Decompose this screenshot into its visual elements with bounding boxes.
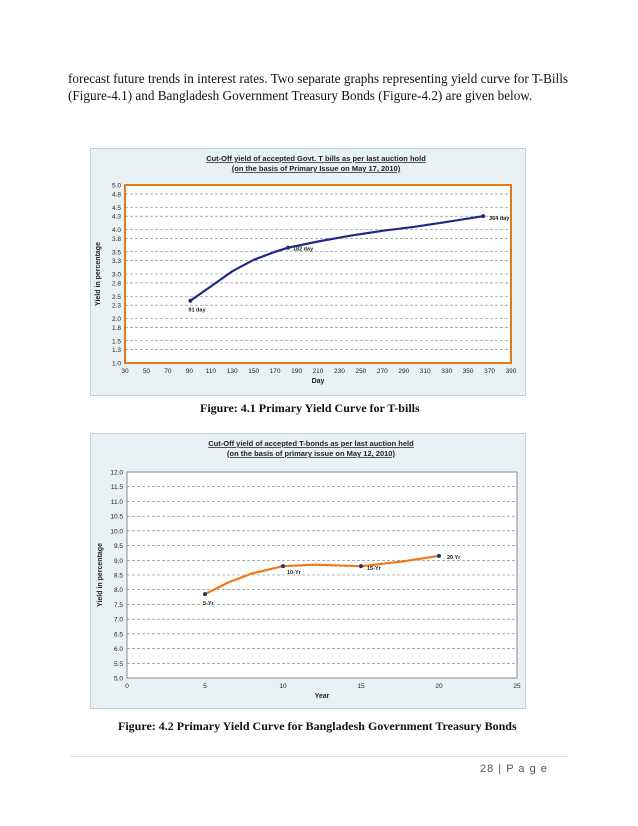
y-tick-label: 1.8 xyxy=(112,325,121,332)
y-tick-label: 3.0 xyxy=(112,272,121,279)
y-tick-label: 4.5 xyxy=(112,205,121,212)
series-line xyxy=(204,554,440,596)
chart-title: Cut-Off yield of accepted Govt. T bills … xyxy=(206,154,426,163)
y-tick-label: 11.0 xyxy=(111,499,124,506)
y-tick-label: 2.5 xyxy=(112,294,121,301)
figure-4-2-caption: Figure: 4.2 Primary Yield Curve for Bang… xyxy=(118,719,517,733)
chart-title: Cut-Off yield of accepted T-bonds as per… xyxy=(208,439,414,448)
intro-paragraph: forecast future trends in interest rates… xyxy=(68,71,568,103)
x-tick-label: 370 xyxy=(484,368,495,375)
series-line xyxy=(189,215,484,302)
chart-subtitle: (on the basis of primary issue on May 12… xyxy=(227,449,395,458)
chart-subtitle: (on the basis of Primary Issue on May 17… xyxy=(232,164,401,173)
y-tick-label: 2.0 xyxy=(112,316,121,323)
x-tick-label: 390 xyxy=(506,368,517,375)
point-label: 10-Yr xyxy=(287,570,302,576)
y-tick-label: 11.5 xyxy=(111,484,124,491)
x-tick-label: 10 xyxy=(279,683,287,690)
tbill-yield-chart-svg: Cut-Off yield of accepted Govt. T bills … xyxy=(95,154,517,385)
y-tick-label: 10.0 xyxy=(110,528,123,535)
y-tick-label: 6.0 xyxy=(114,646,123,653)
x-tick-label: 230 xyxy=(334,368,345,375)
y-tick-label: 1.3 xyxy=(112,347,121,354)
x-tick-label: 110 xyxy=(206,368,217,375)
x-tick-label: 25 xyxy=(513,683,521,690)
x-tick-label: 310 xyxy=(420,368,431,375)
y-tick-label: 4.0 xyxy=(112,227,121,234)
data-point xyxy=(481,214,486,219)
y-tick-label: 5.0 xyxy=(114,676,123,683)
y-tick-label: 3.8 xyxy=(112,236,121,243)
data-point xyxy=(203,592,207,597)
x-tick-label: 5 xyxy=(203,683,207,690)
x-tick-label: 330 xyxy=(441,368,452,375)
y-tick-label: 2.8 xyxy=(112,280,121,287)
data-point xyxy=(188,298,193,303)
x-tick-label: 210 xyxy=(313,368,324,375)
x-tick-label: 350 xyxy=(463,368,474,375)
x-tick-label: 130 xyxy=(227,368,238,375)
x-tick-label: 270 xyxy=(377,368,388,375)
y-tick-label: 1.5 xyxy=(112,338,121,345)
footer-divider xyxy=(70,756,568,757)
data-point xyxy=(281,564,285,569)
figure-4-1-caption: Figure: 4.1 Primary Yield Curve for T-bi… xyxy=(200,401,420,415)
y-tick-label: 8.5 xyxy=(114,573,123,580)
y-tick-label: 3.3 xyxy=(112,258,121,265)
x-axis-label: Day xyxy=(312,378,325,385)
y-tick-label: 7.0 xyxy=(114,617,123,624)
tbond-yield-chart-svg: Cut-Off yield of accepted T-bonds as per… xyxy=(97,439,521,700)
point-label: 91 day xyxy=(188,308,206,314)
tbond-yield-chart: Cut-Off yield of accepted T-bonds as per… xyxy=(90,433,526,709)
data-point xyxy=(285,245,290,250)
y-tick-label: 4.8 xyxy=(112,191,121,198)
y-tick-label: 10.5 xyxy=(110,514,123,521)
point-label: 182 day xyxy=(293,247,314,253)
y-tick-label: 5.0 xyxy=(112,183,121,190)
point-label: 364 day xyxy=(489,216,510,222)
data-point xyxy=(437,553,441,558)
y-tick-label: 7.5 xyxy=(114,602,123,609)
point-label: 20 Yr xyxy=(447,555,461,561)
x-tick-label: 290 xyxy=(398,368,409,375)
x-tick-label: 190 xyxy=(291,368,302,375)
tbill-yield-chart: Cut-Off yield of accepted Govt. T bills … xyxy=(90,148,526,396)
y-tick-label: 2.3 xyxy=(112,303,121,310)
page-number: 28 | P a g e xyxy=(480,763,548,775)
x-tick-label: 30 xyxy=(121,368,129,375)
y-axis-label: Yield in percentage xyxy=(97,543,104,607)
y-tick-label: 9.5 xyxy=(114,543,123,550)
x-tick-label: 250 xyxy=(355,368,366,375)
x-tick-label: 70 xyxy=(164,368,172,375)
data-point xyxy=(359,564,363,569)
y-tick-label: 4.3 xyxy=(112,214,121,221)
y-tick-label: 9.0 xyxy=(114,558,123,565)
x-tick-label: 150 xyxy=(248,368,259,375)
x-axis-label: Year xyxy=(315,693,330,700)
point-label: 15-Yr xyxy=(367,566,382,572)
y-tick-label: 8.0 xyxy=(114,587,123,594)
y-tick-label: 6.5 xyxy=(114,631,123,638)
x-tick-label: 90 xyxy=(186,368,194,375)
y-tick-label: 3.5 xyxy=(112,249,121,256)
y-axis-label: Yield in percentage xyxy=(95,242,102,306)
y-tick-label: 5.5 xyxy=(114,661,123,668)
x-tick-label: 15 xyxy=(357,683,365,690)
x-tick-label: 20 xyxy=(435,683,443,690)
point-label: 5-Yr xyxy=(203,601,215,607)
x-tick-label: 0 xyxy=(125,683,129,690)
y-tick-label: 1.0 xyxy=(112,361,121,368)
y-tick-label: 12.0 xyxy=(110,470,123,477)
x-tick-label: 50 xyxy=(143,368,151,375)
x-tick-label: 170 xyxy=(270,368,281,375)
